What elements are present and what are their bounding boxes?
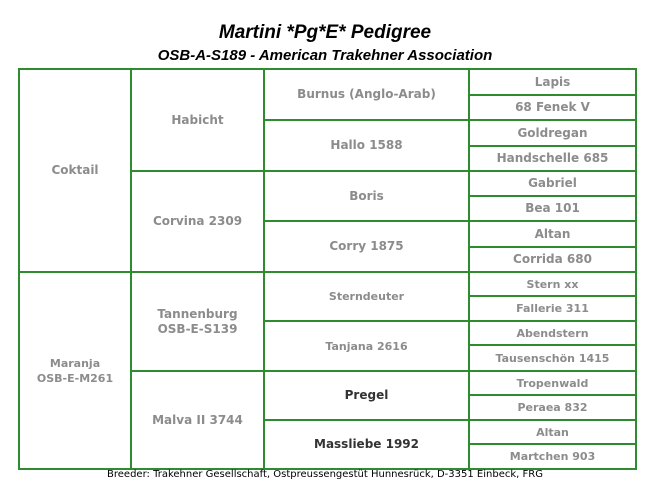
gen3-name: Tanjana 2616: [325, 339, 408, 353]
gen2-name-line1: Tannenburg: [157, 306, 238, 321]
gen3-cell: Boris: [263, 170, 470, 222]
gen3-name: Corry 1875: [329, 239, 404, 253]
gen4-cell: Altan: [468, 419, 637, 445]
gen2-cell: Malva II 3744: [130, 370, 265, 470]
dam-name: Maranja OSB-E-M261: [37, 356, 113, 386]
gen4-name: Fallerie 311: [516, 302, 589, 315]
gen3-cell: Corry 1875: [263, 220, 470, 273]
dam-name-line1: Maranja: [49, 356, 101, 370]
gen2-name: Malva II 3744: [152, 412, 243, 427]
gen4-name: Goldregan: [517, 125, 588, 140]
gen3-name: Hallo 1588: [330, 138, 403, 152]
gen4-cell: Gabriel: [468, 170, 637, 197]
gen4-cell: 68 Fenek V: [468, 94, 637, 121]
gen4-cell: Handschelle 685: [468, 145, 637, 172]
gen4-name: Handschelle 685: [496, 151, 609, 165]
gen2-cell: Tannenburg OSB-E-S139: [130, 271, 265, 372]
gen4-cell: Corrida 680: [468, 246, 637, 273]
sire-name: Coktail: [51, 163, 99, 177]
gen4-cell: Martchen 903: [468, 443, 637, 470]
gen3-cell: Pregel: [263, 370, 470, 421]
gen3-name: Boris: [349, 188, 384, 203]
gen4-name: Martchen 903: [509, 450, 596, 463]
gen4-cell: Bea 101: [468, 195, 637, 222]
gen4-name: Bea 101: [525, 201, 580, 215]
gen4-cell: Tropenwald: [468, 370, 637, 396]
gen4-cell: Tausenschön 1415: [468, 344, 637, 372]
gen4-cell: Stern xx: [468, 271, 637, 297]
dam-cell: Maranja OSB-E-M261: [18, 271, 132, 470]
gen4-name: Lapis: [534, 74, 571, 89]
gen4-name: Abendstern: [516, 326, 589, 340]
gen2-name: Tannenburg OSB-E-S139: [157, 307, 237, 337]
gen4-cell: Lapis: [468, 68, 637, 96]
gen4-name: Tropenwald: [516, 376, 589, 390]
gen4-cell: Altan: [468, 220, 637, 248]
gen4-cell: Fallerie 311: [468, 295, 637, 322]
gen4-name: Tausenschön 1415: [495, 351, 610, 365]
gen4-name: Altan: [534, 226, 571, 241]
gen4-name: Stern xx: [526, 277, 579, 291]
gen4-name: Gabriel: [528, 176, 577, 190]
page-title: Martini *Pg*E* Pedigree: [218, 22, 432, 43]
page-subtitle: OSB-A-S189 - American Trakehner Associat…: [157, 47, 493, 64]
sire-cell: Coktail: [18, 68, 132, 273]
gen3-cell: Sterndeuter: [263, 271, 470, 322]
gen2-cell: Habicht: [130, 68, 265, 172]
gen2-name: Corvina 2309: [152, 214, 243, 228]
gen4-name: Corrida 680: [513, 252, 592, 266]
gen4-name: 68 Fenek V: [515, 100, 590, 114]
gen3-name: Massliebe 1992: [314, 437, 419, 451]
gen4-name: Altan: [536, 425, 569, 439]
gen4-cell: Goldregan: [468, 119, 637, 147]
gen3-name: Burnus (Anglo-Arab): [297, 87, 436, 101]
gen2-cell: Corvina 2309: [130, 170, 265, 273]
gen4-cell: Peraea 832: [468, 394, 637, 421]
gen3-name: Pregel: [344, 388, 389, 402]
gen3-cell: Burnus (Anglo-Arab): [263, 68, 470, 121]
breeder-footer: Breeder: Trakehner Gesellschaft, Ostpreu…: [107, 469, 543, 480]
gen4-cell: Abendstern: [468, 320, 637, 346]
gen3-cell: Hallo 1588: [263, 119, 470, 172]
gen4-name: Peraea 832: [517, 401, 588, 414]
gen2-reg-line2: OSB-E-S139: [157, 321, 238, 336]
gen3-cell: Tanjana 2616: [263, 320, 470, 372]
dam-reg-line2: OSB-E-M261: [36, 371, 114, 385]
gen3-name: Sterndeuter: [328, 290, 405, 303]
gen3-cell: Massliebe 1992: [263, 419, 470, 470]
gen2-name: Habicht: [171, 112, 224, 127]
